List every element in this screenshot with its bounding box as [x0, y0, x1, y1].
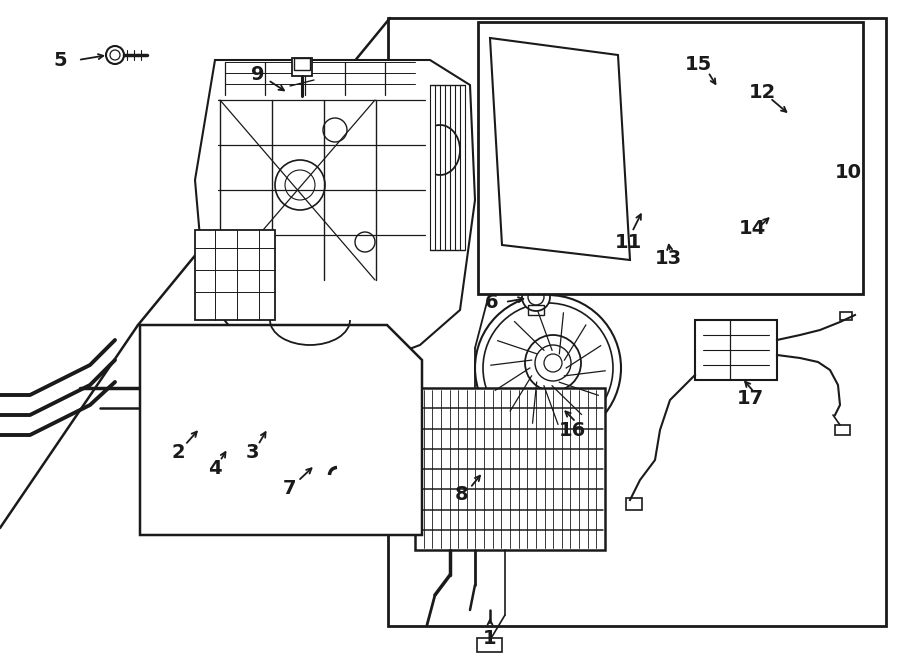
Circle shape: [654, 216, 682, 244]
Text: 6: 6: [485, 293, 499, 311]
Circle shape: [211, 413, 225, 427]
Bar: [626, 498, 642, 510]
Text: 5: 5: [53, 50, 67, 69]
Text: 15: 15: [684, 56, 712, 75]
Circle shape: [522, 283, 550, 311]
Bar: [415, 388, 605, 550]
Bar: [638, 168, 670, 216]
Text: 9: 9: [251, 65, 265, 85]
Bar: [840, 312, 852, 320]
Text: 12: 12: [749, 83, 776, 102]
Text: 1: 1: [483, 629, 497, 648]
Text: 4: 4: [208, 459, 221, 477]
Bar: [478, 22, 863, 294]
Polygon shape: [490, 38, 630, 260]
Circle shape: [530, 350, 565, 385]
Text: 13: 13: [654, 249, 681, 268]
Text: 7: 7: [284, 479, 297, 498]
Bar: [477, 638, 502, 652]
Circle shape: [244, 397, 266, 419]
Polygon shape: [195, 60, 475, 370]
Text: 11: 11: [615, 233, 642, 251]
Bar: [768, 185, 796, 227]
Bar: [528, 305, 544, 315]
Text: 3: 3: [245, 442, 259, 461]
Text: 17: 17: [736, 389, 763, 407]
Bar: [835, 425, 850, 435]
Text: 14: 14: [738, 219, 766, 237]
Bar: [292, 58, 312, 76]
Circle shape: [475, 295, 621, 441]
Circle shape: [356, 486, 364, 494]
Bar: [695, 320, 777, 380]
Circle shape: [106, 46, 124, 64]
Circle shape: [173, 403, 197, 427]
Text: 2: 2: [171, 442, 184, 461]
Polygon shape: [140, 325, 422, 535]
Text: 16: 16: [558, 420, 586, 440]
Text: 8: 8: [455, 485, 469, 504]
Circle shape: [525, 335, 581, 391]
Bar: [738, 80, 780, 148]
Bar: [294, 58, 310, 70]
Text: 10: 10: [834, 163, 861, 182]
Bar: [195, 230, 275, 320]
Bar: [388, 18, 886, 626]
